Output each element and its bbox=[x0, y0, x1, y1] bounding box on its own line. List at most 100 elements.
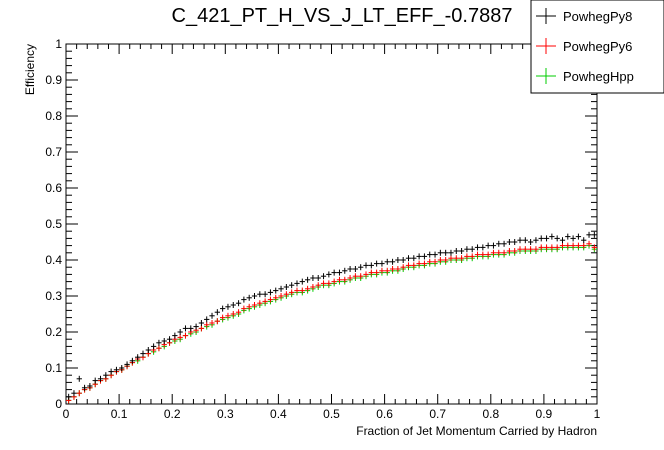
data-point bbox=[533, 246, 539, 253]
data-point bbox=[273, 287, 279, 294]
y-tick-label: 0.1 bbox=[45, 361, 62, 375]
data-point bbox=[166, 336, 173, 343]
data-point bbox=[182, 332, 189, 339]
data-point bbox=[543, 244, 550, 251]
data-point bbox=[177, 329, 183, 335]
data-point bbox=[278, 293, 284, 299]
data-point bbox=[113, 366, 120, 373]
data-point bbox=[108, 368, 114, 375]
data-point bbox=[81, 384, 88, 391]
data-point bbox=[352, 273, 359, 280]
data-point bbox=[400, 257, 406, 263]
y-tick-label: 0.7 bbox=[45, 145, 62, 159]
series-layer bbox=[66, 231, 597, 404]
data-point bbox=[320, 273, 327, 280]
x-tick-label: 0.9 bbox=[536, 407, 553, 421]
x-tick-label: 0.8 bbox=[482, 407, 499, 421]
data-point bbox=[294, 287, 300, 294]
data-point bbox=[427, 258, 433, 265]
data-point bbox=[411, 262, 417, 269]
data-point bbox=[549, 233, 555, 240]
data-point bbox=[273, 294, 279, 301]
data-point bbox=[517, 237, 523, 244]
data-point bbox=[405, 255, 412, 262]
data-point bbox=[225, 312, 231, 319]
data-point bbox=[368, 269, 374, 276]
data-point bbox=[448, 249, 454, 256]
data-point bbox=[443, 249, 449, 256]
data-point bbox=[347, 275, 353, 281]
data-point bbox=[538, 244, 544, 251]
data-point bbox=[586, 231, 592, 238]
data-point bbox=[474, 244, 481, 251]
data-point bbox=[193, 323, 199, 330]
data-point bbox=[522, 237, 528, 244]
data-point bbox=[129, 357, 136, 364]
data-point bbox=[453, 255, 459, 262]
legend-item-PowhegPy6: PowhegPy6 bbox=[536, 38, 632, 54]
data-point bbox=[427, 251, 433, 258]
data-point bbox=[565, 242, 571, 249]
data-point bbox=[262, 291, 268, 298]
y-tick-label: 0.9 bbox=[45, 73, 62, 87]
data-point bbox=[145, 347, 151, 353]
y-tick-label: 0.5 bbox=[45, 217, 62, 231]
data-point bbox=[251, 293, 258, 299]
data-point bbox=[570, 235, 576, 242]
data-point bbox=[283, 291, 290, 298]
data-point bbox=[565, 233, 571, 240]
data-point bbox=[304, 285, 311, 292]
data-point bbox=[464, 253, 470, 260]
data-point bbox=[443, 257, 449, 263]
data-point bbox=[527, 239, 534, 245]
data-point bbox=[490, 242, 497, 249]
data-point bbox=[559, 242, 566, 249]
data-point bbox=[501, 240, 507, 247]
data-point bbox=[379, 267, 385, 274]
data-point bbox=[395, 257, 401, 263]
data-point bbox=[124, 361, 130, 368]
data-point bbox=[591, 244, 597, 251]
data-point bbox=[230, 311, 236, 317]
data-point bbox=[241, 296, 247, 303]
data-point bbox=[389, 258, 396, 265]
data-point bbox=[384, 267, 390, 274]
data-point bbox=[416, 253, 422, 260]
data-point bbox=[490, 249, 497, 256]
x-tick-label: 0.1 bbox=[111, 407, 128, 421]
data-point bbox=[363, 271, 369, 278]
data-point bbox=[326, 280, 332, 287]
data-point bbox=[135, 354, 141, 361]
data-point bbox=[283, 284, 290, 290]
data-point bbox=[342, 276, 348, 283]
data-point bbox=[267, 289, 274, 296]
data-point bbox=[485, 242, 491, 249]
data-point bbox=[437, 257, 444, 263]
y-tick-label: 1 bbox=[55, 37, 62, 51]
data-point bbox=[432, 251, 438, 258]
data-point bbox=[76, 375, 82, 382]
data-point bbox=[352, 266, 359, 272]
data-point bbox=[246, 303, 252, 310]
data-point bbox=[368, 262, 374, 269]
legend-label: PowhegPy6 bbox=[563, 39, 632, 54]
legend-label: PowhegPy8 bbox=[563, 9, 632, 24]
data-point bbox=[474, 251, 481, 258]
y-tick-label: 0.3 bbox=[45, 289, 62, 303]
data-point bbox=[458, 255, 465, 262]
data-point bbox=[182, 325, 189, 332]
data-point bbox=[384, 258, 390, 265]
y-tick-label: 0.2 bbox=[45, 325, 62, 339]
data-point bbox=[304, 276, 311, 283]
data-point bbox=[485, 251, 491, 258]
data-point bbox=[432, 258, 438, 265]
data-point bbox=[336, 276, 343, 283]
x-tick-label: 0.2 bbox=[164, 407, 181, 421]
axis-ticks bbox=[65, 43, 598, 405]
x-axis-label: Fraction of Jet Momentum Carried by Hadr… bbox=[356, 424, 597, 438]
data-point bbox=[66, 393, 72, 400]
data-point bbox=[469, 253, 475, 260]
data-point bbox=[230, 302, 236, 308]
data-point bbox=[209, 312, 215, 319]
data-point bbox=[310, 284, 316, 290]
